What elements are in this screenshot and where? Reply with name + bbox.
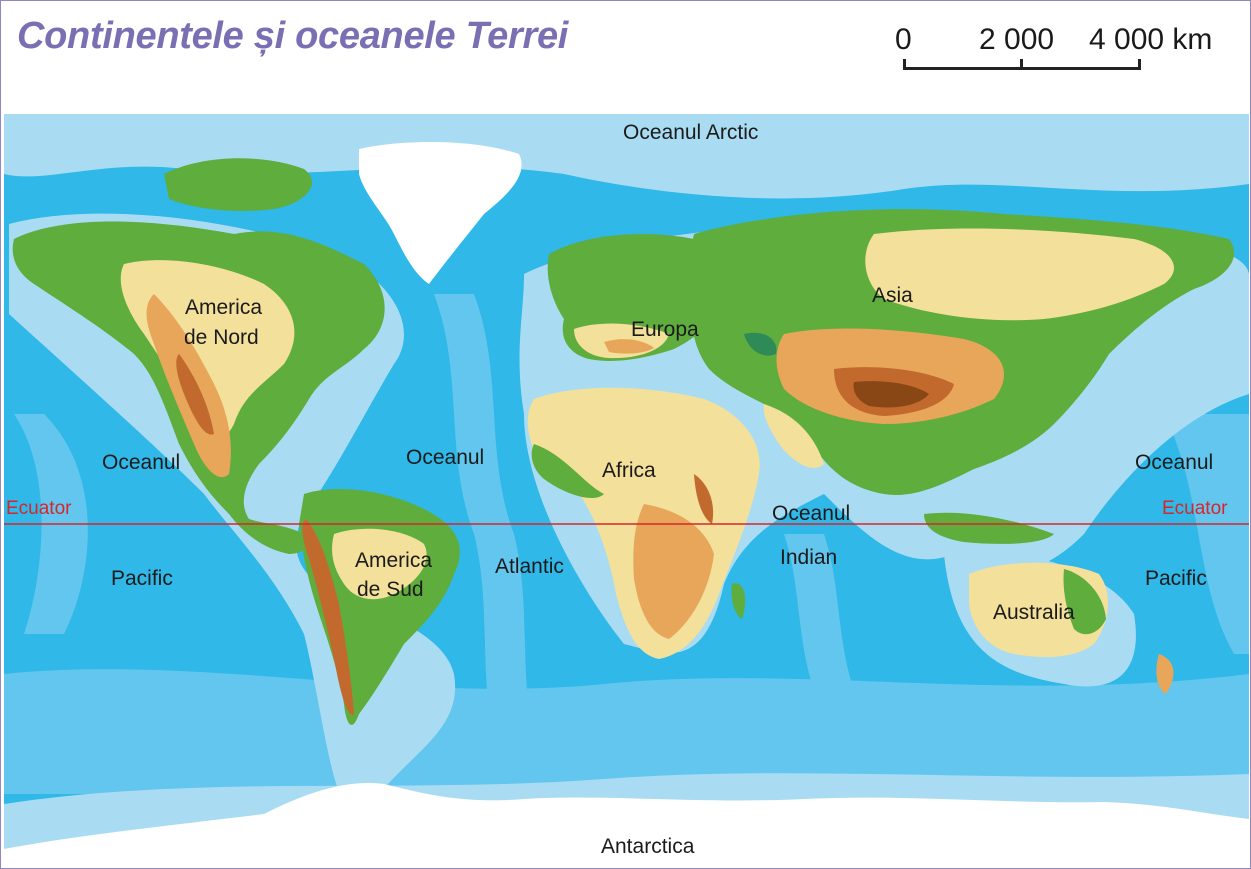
label-south-america-2: de Sud xyxy=(357,578,424,601)
madagascar xyxy=(731,583,746,619)
label-equator-right: Ecuator xyxy=(1162,498,1228,519)
arabia-india xyxy=(763,404,824,468)
label-pacific-west-1: Oceanul xyxy=(102,451,181,474)
label-south-america-1: America xyxy=(355,549,433,572)
label-north-america-1: America xyxy=(185,296,263,319)
caspian-region xyxy=(744,332,777,356)
label-australia: Australia xyxy=(993,601,1075,624)
scale-bar: 0 2 000 4 000 km xyxy=(891,23,1241,83)
label-indian-2: Indian xyxy=(780,546,838,569)
label-europe: Europa xyxy=(631,318,699,341)
world-map: Oceanul Arctic Oceanul Pacific Oceanul A… xyxy=(4,114,1249,867)
southern-ridge xyxy=(4,669,1249,794)
label-asia: Asia xyxy=(872,284,913,307)
africa-sahel xyxy=(531,444,604,499)
new-zealand xyxy=(1156,654,1174,694)
japan xyxy=(1044,343,1065,384)
map-title: Continentele și oceanele Terrei xyxy=(17,15,569,57)
scale-tick xyxy=(903,59,906,70)
himalaya-peaks xyxy=(853,381,929,408)
ethiopian-highlands xyxy=(694,474,714,524)
indian-ridge xyxy=(784,534,864,714)
arctic-islands xyxy=(164,158,313,211)
scale-line xyxy=(905,67,1141,70)
pacific-east-zone xyxy=(1164,414,1249,654)
scale-label-2000: 2 000 xyxy=(979,23,1055,56)
label-pacific-west-2: Pacific xyxy=(111,567,173,590)
atlantic-ridge xyxy=(434,294,544,774)
australia-east xyxy=(1063,569,1106,635)
greenland-ice xyxy=(359,142,522,284)
scale-tick xyxy=(1138,59,1141,70)
scale-tick xyxy=(1020,59,1023,70)
label-pacific-east-2: Pacific xyxy=(1145,567,1207,590)
africa-highland xyxy=(633,504,714,639)
label-indian-1: Oceanul xyxy=(772,502,851,525)
scale-label-0: 0 xyxy=(895,23,912,56)
indonesia xyxy=(924,512,1054,544)
label-atlantic-1: Oceanul xyxy=(406,446,485,469)
antarctica-ice xyxy=(4,783,1249,867)
label-north-america-2: de Nord xyxy=(184,326,259,349)
label-equator-left: Ecuator xyxy=(6,498,72,519)
arctic-shelf xyxy=(4,114,1249,199)
label-africa: Africa xyxy=(602,459,656,482)
north-america-plains xyxy=(120,260,295,439)
alps xyxy=(604,339,654,354)
siberia-plains xyxy=(865,228,1174,321)
andes-mountains xyxy=(302,519,354,715)
label-atlantic-2: Atlantic xyxy=(495,555,564,578)
rocky-mountains-high xyxy=(176,354,214,435)
south-america-plains xyxy=(332,528,427,600)
label-arctic-ocean: Oceanul Arctic xyxy=(623,121,759,144)
label-pacific-east-1: Oceanul xyxy=(1135,451,1214,474)
scale-label-4000: 4 000 km xyxy=(1089,23,1213,56)
label-antarctica: Antarctica xyxy=(601,835,695,858)
map-graphic xyxy=(4,114,1249,867)
